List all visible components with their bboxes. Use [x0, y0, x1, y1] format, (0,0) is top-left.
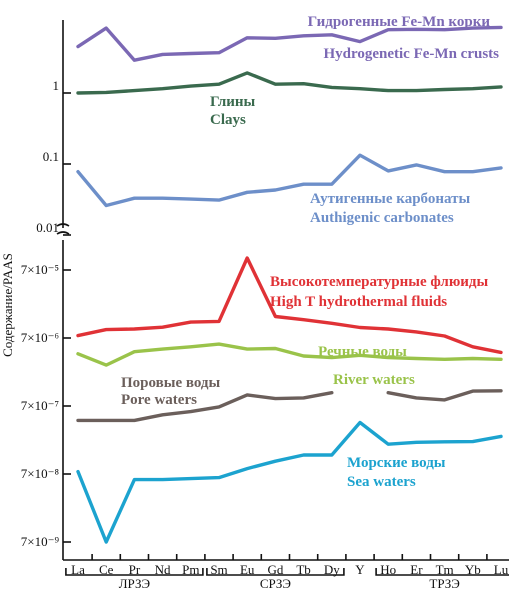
group-bracket: [65, 568, 204, 576]
series-line: [76, 256, 503, 355]
x-tick-label: Pm: [182, 562, 199, 577]
x-tick-label: Gd: [267, 562, 283, 577]
label-sea-en: Sea waters: [347, 474, 416, 490]
label-sea-ru: Морские воды: [347, 455, 446, 471]
series-upper-1: [76, 71, 503, 95]
x-tick-label: Lu: [494, 562, 509, 577]
x-tick-label: Sm: [210, 562, 227, 577]
y-tick-label: 7×10⁻⁸: [21, 466, 60, 481]
series-upper-0: [76, 25, 503, 62]
x-tick-label: Yb: [465, 562, 481, 577]
label-carbonates-ru: Аутигенные карбонаты: [310, 191, 470, 207]
x-tick-label: Tb: [296, 562, 310, 577]
x-tick-label: Pr: [129, 562, 141, 577]
y-tick-label: 0.01: [36, 220, 59, 235]
series-lower-0: [76, 256, 503, 355]
series-layer: [76, 25, 503, 544]
label-fe-mn-ru: Гидрогенные Fe-Mn корки: [308, 14, 491, 30]
series-line: [76, 342, 503, 367]
label-river-ru: Речные воды: [318, 344, 407, 360]
x-tick-label: Y: [355, 562, 365, 577]
series-line: [76, 153, 503, 208]
series-line: [76, 25, 503, 62]
x-tick-label: Tm: [436, 562, 454, 577]
y-tick-label: 7×10⁻⁶: [21, 330, 59, 345]
x-tick-label: Er: [410, 562, 423, 577]
series-labels: Гидрогенные Fe-Mn корки Hydrogenetic Fe-…: [121, 14, 499, 490]
series-line: [76, 420, 503, 544]
x-tick-label: Ce: [99, 562, 114, 577]
group-label: ТРЗЭ: [429, 576, 460, 591]
axes: 1 0.1 0.01 7×10⁻⁵ 7×10⁻⁶ 7×10⁻⁷ 7×10⁻⁸ 7×10⁻⁹ La…: [21, 20, 509, 591]
series-upper-2: [76, 153, 503, 208]
y-axis-title: Содержание/PAAS: [0, 253, 15, 357]
x-tick-label: Eu: [240, 562, 255, 577]
label-fe-mn-en: Hydrogenetic Fe-Mn crusts: [323, 46, 499, 62]
series-lower-3: [76, 420, 503, 544]
label-clays-ru: Глины: [210, 94, 256, 110]
x-tick-label: Dy: [324, 562, 340, 577]
group-bracket: [206, 568, 345, 576]
x-tick-label: Nd: [155, 562, 171, 577]
group-label: ЛРЗЭ: [119, 576, 151, 591]
axis-break-mark: [56, 223, 70, 235]
label-pore-ru: Поровые воды: [121, 375, 221, 391]
label-river-en: River waters: [333, 372, 415, 388]
label-carbonates-en: Authigenic carbonates: [310, 210, 454, 226]
series-lower-1: [76, 342, 503, 367]
y-tick-label: 7×10⁻⁷: [21, 398, 59, 413]
series-line: [386, 389, 503, 402]
label-pore-en: Pore waters: [121, 392, 197, 408]
series-line: [76, 391, 334, 423]
series-lower-2: [76, 389, 503, 423]
group-label: СРЗЭ: [260, 576, 292, 591]
y-tick-label: 1: [53, 78, 60, 93]
label-clays-en: Clays: [210, 112, 246, 128]
group-bracket: [375, 568, 509, 576]
y-tick-label: 0.1: [43, 149, 59, 164]
y-tick-label: 7×10⁻⁹: [21, 534, 60, 549]
label-hydrothermal-en: High T hydrothermal fluids: [270, 294, 447, 310]
label-hydrothermal-ru: Высокотемпературные флюиды: [270, 274, 489, 290]
x-tick-label: Ho: [380, 562, 396, 577]
x-tick-label: La: [71, 562, 85, 577]
series-line: [76, 71, 503, 95]
y-tick-label: 7×10⁻⁵: [21, 262, 59, 277]
